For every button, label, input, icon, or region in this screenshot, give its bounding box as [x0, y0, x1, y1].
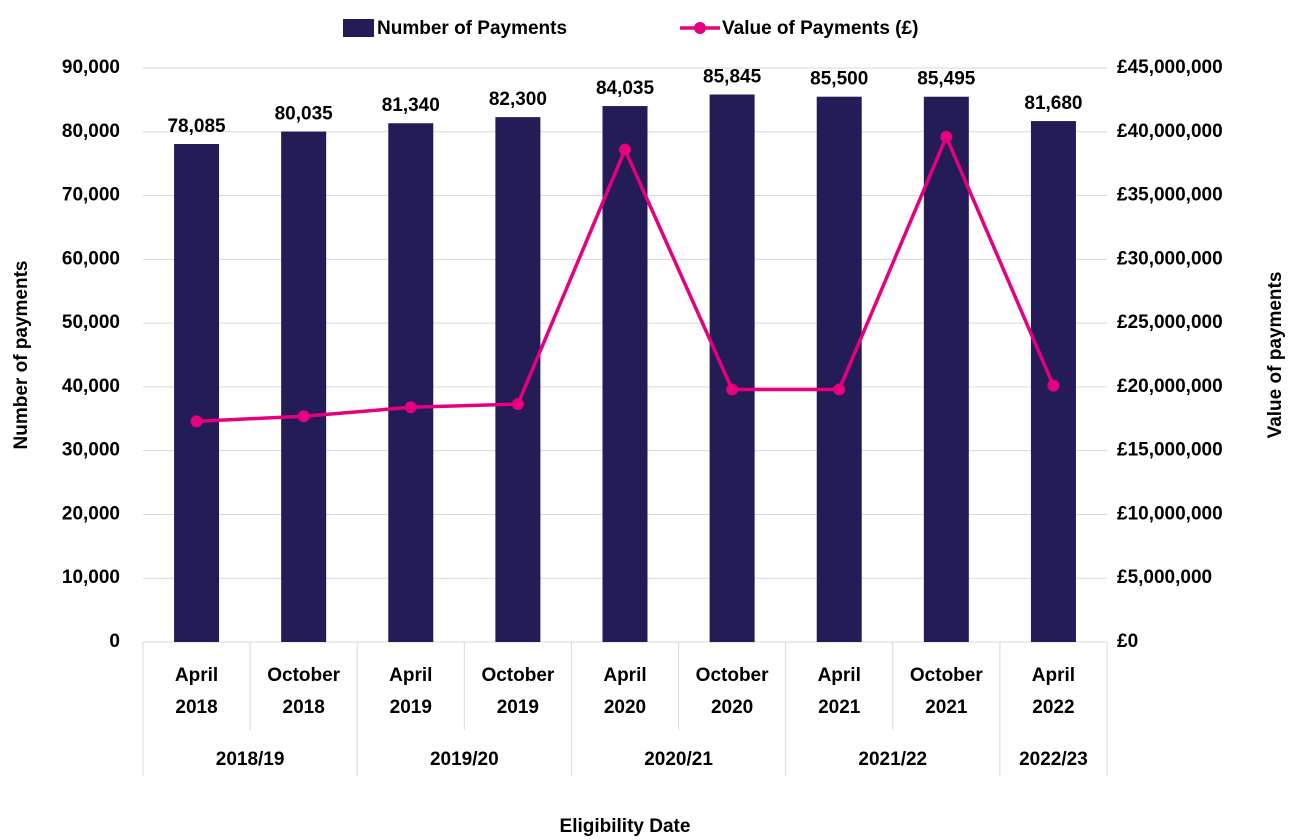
data-label: 80,035: [275, 104, 334, 125]
line-marker: [190, 415, 203, 428]
bar: [495, 117, 541, 642]
x-tick-label: April 2022: [1032, 665, 1075, 718]
x-tick-label: April 2018: [175, 665, 218, 718]
group-label: 2019/20: [430, 749, 499, 770]
y2-tick-label: £45,000,000: [1117, 57, 1223, 78]
x-tick-label: April 2021: [818, 665, 861, 718]
y-tick-label: 70,000: [62, 185, 120, 206]
y-tick-label: 10,000: [62, 567, 120, 588]
x-tick-label: October 2021: [910, 665, 983, 718]
y2-tick-label: £10,000,000: [1117, 503, 1223, 524]
y2-tick-label: £35,000,000: [1117, 185, 1223, 206]
y-tick-label: 60,000: [62, 248, 120, 269]
y2-tick-label: £5,000,000: [1117, 567, 1212, 588]
data-label: 84,035: [596, 78, 655, 99]
data-label: 85,845: [703, 67, 762, 88]
x-tick-label: April 2020: [603, 665, 646, 718]
line-marker: [940, 130, 953, 143]
bar: [281, 131, 327, 642]
bar: [923, 96, 969, 643]
y2-axis-title: Value of payments: [1265, 272, 1286, 439]
line-marker: [1047, 379, 1060, 392]
line-marker: [404, 401, 417, 414]
y2-tick-label: £20,000,000: [1117, 376, 1223, 397]
legend-label: Value of Payments (£): [722, 18, 918, 39]
bar: [174, 143, 220, 643]
y-tick-label: 0: [109, 631, 120, 652]
group-label: 2018/19: [216, 749, 285, 770]
data-label: 81,340: [382, 95, 440, 116]
y2-tick-label: £15,000,000: [1117, 440, 1223, 461]
x-tick-label: October 2019: [481, 665, 554, 718]
data-label: 85,500: [810, 69, 868, 90]
line-marker: [619, 143, 631, 156]
data-label: 85,495: [917, 69, 976, 90]
x-tick-label: October 2020: [696, 665, 769, 718]
bar: [709, 94, 755, 643]
legend-swatch: [343, 19, 374, 37]
line-marker: [726, 383, 739, 396]
line-marker: [511, 398, 524, 411]
legend-marker: [694, 22, 706, 34]
group-label: 2022/23: [1019, 749, 1088, 770]
y2-tick-label: £40,000,000: [1117, 121, 1223, 142]
data-label: 81,680: [1024, 93, 1082, 114]
y-axis-title: Number of payments: [11, 261, 32, 450]
line-marker: [833, 383, 846, 396]
x-axis-title: Eligibility Date: [560, 816, 691, 837]
y2-tick-label: £0: [1117, 631, 1138, 652]
y-tick-label: 40,000: [62, 376, 120, 397]
data-label: 82,300: [489, 89, 547, 110]
y-tick-label: 50,000: [62, 312, 120, 333]
y-tick-label: 30,000: [62, 440, 120, 461]
bar: [388, 123, 434, 642]
bar: [602, 106, 648, 642]
y-tick-label: 90,000: [62, 57, 120, 78]
group-label: 2020/21: [644, 749, 713, 770]
y-tick-label: 20,000: [62, 503, 120, 524]
y2-tick-label: £30,000,000: [1117, 248, 1223, 269]
y2-tick-label: £25,000,000: [1117, 312, 1223, 333]
x-tick-label: April 2019: [389, 665, 432, 718]
y-tick-label: 80,000: [62, 121, 120, 142]
legend-label: Number of Payments: [377, 18, 567, 39]
bar: [816, 96, 862, 642]
group-label: 2021/22: [858, 749, 927, 770]
data-label: 78,085: [167, 116, 226, 137]
line-marker: [297, 410, 310, 423]
x-tick-label: October 2018: [267, 665, 340, 718]
